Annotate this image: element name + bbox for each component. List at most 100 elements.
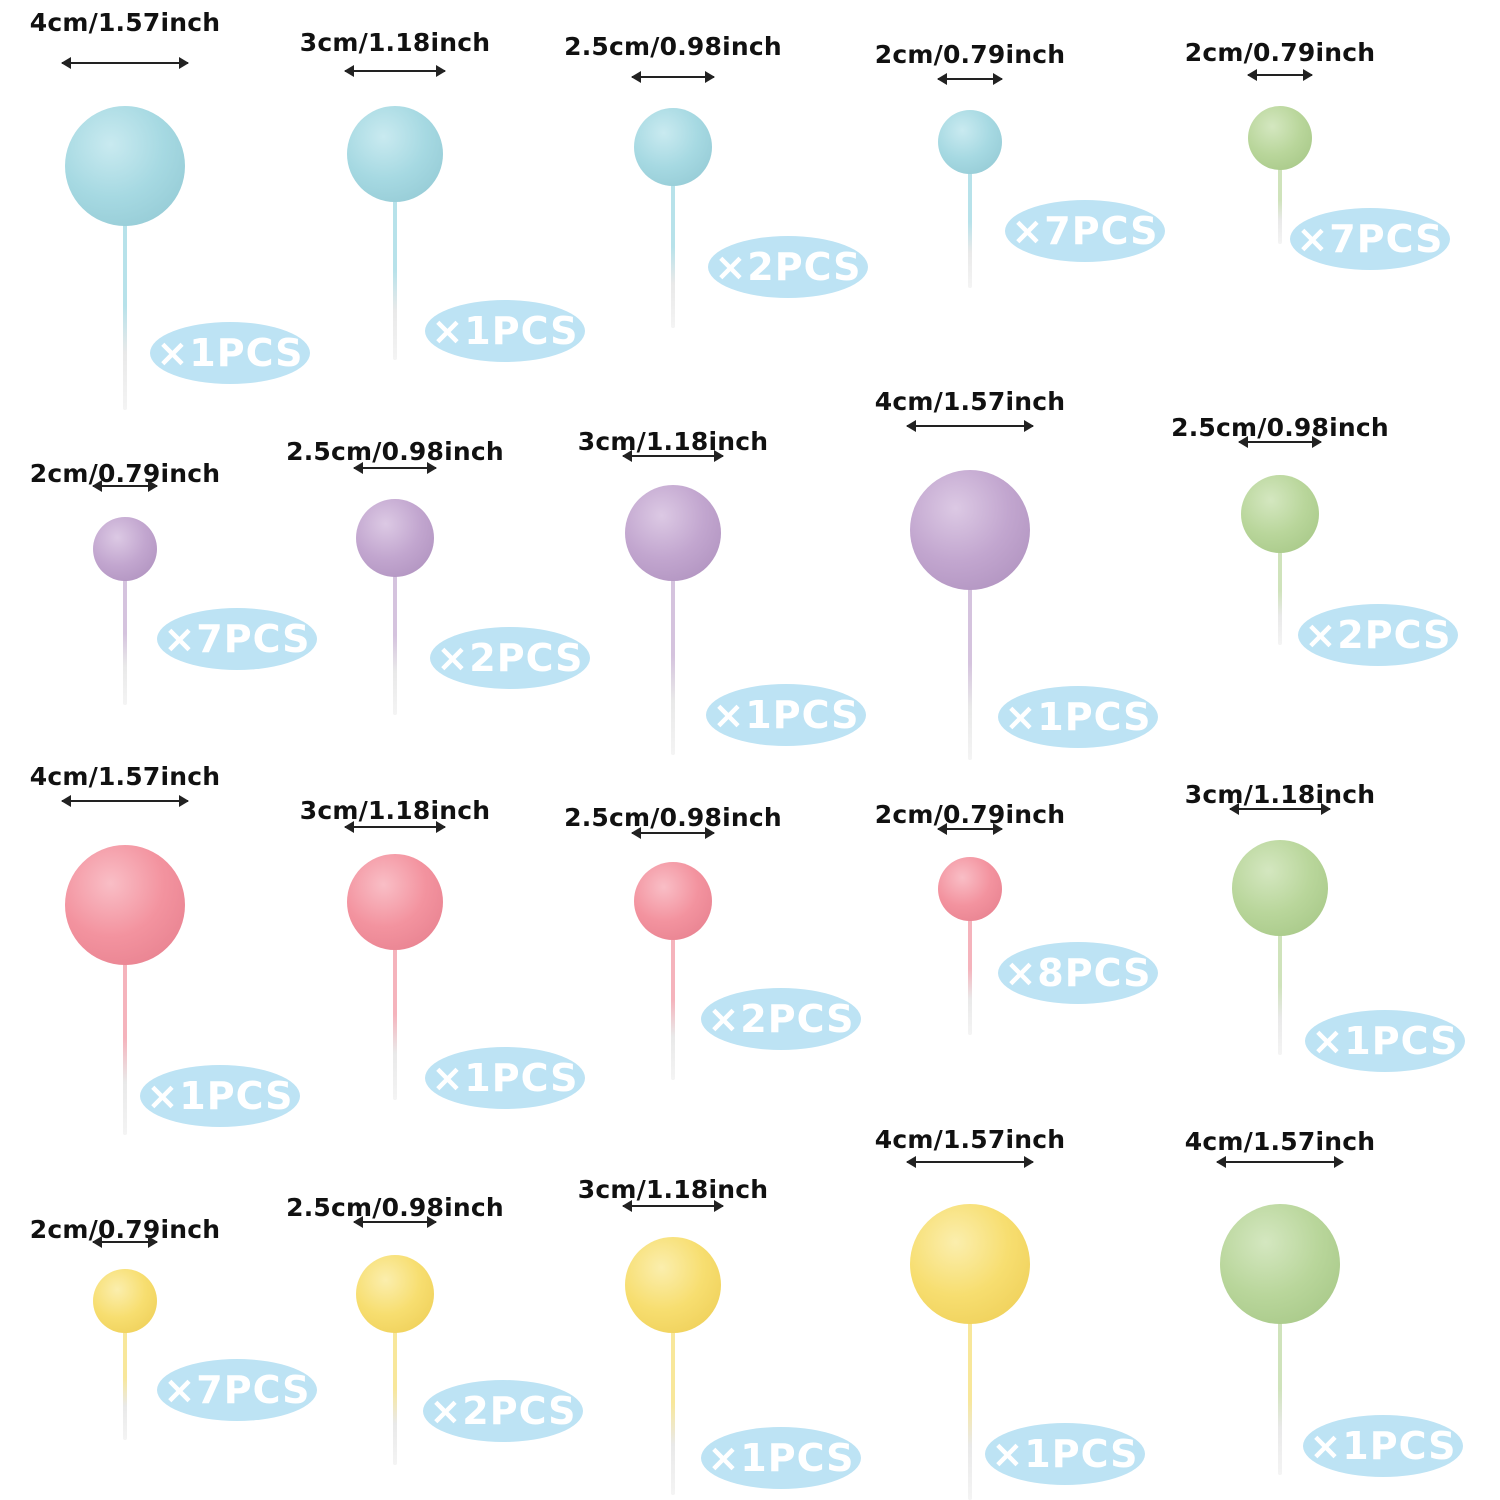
balloon-item: 3cm/1.18inch ×1PCS xyxy=(548,1125,861,1500)
balloon-stick xyxy=(968,1318,972,1500)
double-arrow-icon xyxy=(353,1216,437,1228)
green-ball xyxy=(1241,475,1319,553)
size-label: 2cm/0.79inch xyxy=(29,1215,221,1244)
green-ball xyxy=(1220,1204,1340,1324)
balloon-item: 2.5cm/0.98inch ×2PCS xyxy=(270,1125,583,1500)
purple-ball xyxy=(93,517,157,581)
balloon-stick xyxy=(968,168,972,288)
double-arrow-icon xyxy=(622,1200,724,1212)
double-arrow-icon xyxy=(1247,69,1313,81)
double-arrow-icon xyxy=(937,823,1003,835)
purple-ball xyxy=(625,485,721,581)
balloon-item: 4cm/1.57inch ×1PCS xyxy=(1155,1125,1463,1500)
size-label: 4cm/1.57inch xyxy=(874,1125,1066,1154)
balloon-stick xyxy=(671,575,675,755)
balloon-stick xyxy=(393,196,397,360)
size-label: 3cm/1.18inch xyxy=(577,427,769,456)
quantity-badge: ×8PCS xyxy=(998,942,1158,1004)
quantity-badge: ×1PCS xyxy=(425,1047,585,1109)
size-label: 2cm/0.79inch xyxy=(1184,38,1376,67)
quantity-badge: ×7PCS xyxy=(157,1359,317,1421)
double-arrow-icon xyxy=(92,480,158,492)
yellow-ball xyxy=(625,1237,721,1333)
size-label: 3cm/1.18inch xyxy=(299,28,491,57)
balloon-stick xyxy=(393,571,397,715)
quantity-badge: ×1PCS xyxy=(701,1427,861,1489)
balloon-item: 2.5cm/0.98inch ×2PCS xyxy=(548,0,868,375)
double-arrow-icon xyxy=(61,57,189,69)
balloon-item: 4cm/1.57inch ×1PCS xyxy=(845,1125,1145,1500)
purple-ball xyxy=(356,499,434,577)
quantity-badge: ×1PCS xyxy=(425,300,585,362)
balloon-stick xyxy=(123,959,127,1135)
balloon-item: 4cm/1.57inch ×1PCS xyxy=(845,375,1158,760)
balloon-stick xyxy=(123,1327,127,1440)
double-arrow-icon xyxy=(631,71,715,83)
size-label: 3cm/1.18inch xyxy=(1184,780,1376,809)
balloon-stick xyxy=(671,934,675,1080)
blue-ball xyxy=(634,108,712,186)
balloon-stick xyxy=(671,180,675,328)
balloon-stick xyxy=(123,575,127,705)
balloon-item: 2.5cm/0.98inch ×2PCS xyxy=(1155,375,1458,750)
size-label: 3cm/1.18inch xyxy=(299,796,491,825)
double-arrow-icon xyxy=(344,65,446,77)
size-label: 2cm/0.79inch xyxy=(29,459,221,488)
balloon-stick xyxy=(1278,930,1282,1055)
blue-ball xyxy=(938,110,1002,174)
pink-ball xyxy=(634,862,712,940)
quantity-badge: ×1PCS xyxy=(706,684,866,746)
balloon-item: 2cm/0.79inch ×7PCS xyxy=(0,1125,317,1500)
size-label: 2.5cm/0.98inch xyxy=(564,32,782,61)
balloon-stick xyxy=(1278,1318,1282,1475)
balloon-stick xyxy=(968,584,972,760)
quantity-badge: ×2PCS xyxy=(423,1380,583,1442)
double-arrow-icon xyxy=(344,821,446,833)
quantity-badge: ×1PCS xyxy=(985,1423,1145,1485)
green-ball xyxy=(1232,840,1328,936)
size-label: 4cm/1.57inch xyxy=(1184,1127,1376,1156)
double-arrow-icon xyxy=(906,1156,1034,1168)
balloon-stick xyxy=(968,915,972,1035)
quantity-badge: ×7PCS xyxy=(1290,208,1450,270)
yellow-ball xyxy=(356,1255,434,1333)
quantity-badge: ×2PCS xyxy=(1298,604,1458,666)
quantity-badge: ×2PCS xyxy=(701,988,861,1050)
size-label: 2cm/0.79inch xyxy=(874,800,1066,829)
pink-ball xyxy=(347,854,443,950)
size-label: 2cm/0.79inch xyxy=(874,40,1066,69)
yellow-ball xyxy=(910,1204,1030,1324)
green-ball xyxy=(1248,106,1312,170)
balloon-item: 3cm/1.18inch ×1PCS xyxy=(548,375,866,755)
purple-ball xyxy=(910,470,1030,590)
double-arrow-icon xyxy=(353,462,437,474)
size-label: 2.5cm/0.98inch xyxy=(564,803,782,832)
balloon-item: 3cm/1.18inch ×1PCS xyxy=(1155,750,1465,1125)
quantity-badge: ×1PCS xyxy=(140,1065,300,1127)
double-arrow-icon xyxy=(631,827,715,839)
size-label: 2.5cm/0.98inch xyxy=(286,1193,504,1222)
double-arrow-icon xyxy=(1238,436,1322,448)
size-label: 2.5cm/0.98inch xyxy=(286,437,504,466)
double-arrow-icon xyxy=(906,420,1034,432)
size-label: 3cm/1.18inch xyxy=(577,1175,769,1204)
size-label: 4cm/1.57inch xyxy=(874,387,1066,416)
blue-ball xyxy=(347,106,443,202)
size-label: 2.5cm/0.98inch xyxy=(1171,413,1389,442)
balloon-item: 3cm/1.18inch ×1PCS xyxy=(270,750,585,1125)
quantity-badge: ×1PCS xyxy=(998,686,1158,748)
balloon-item: 2cm/0.79inch ×7PCS xyxy=(845,0,1165,375)
balloon-stick xyxy=(671,1327,675,1495)
size-label: 4cm/1.57inch xyxy=(29,8,221,37)
quantity-badge: ×1PCS xyxy=(150,322,310,384)
yellow-ball xyxy=(93,1269,157,1333)
size-label: 4cm/1.57inch xyxy=(29,762,221,791)
double-arrow-icon xyxy=(1216,1156,1344,1168)
balloon-stick xyxy=(393,1327,397,1465)
quantity-badge: ×7PCS xyxy=(1005,200,1165,262)
balloon-item: 2cm/0.79inch ×7PCS xyxy=(0,375,317,750)
quantity-badge: ×7PCS xyxy=(157,608,317,670)
quantity-badge: ×2PCS xyxy=(708,236,868,298)
balloon-item: 2cm/0.79inch ×7PCS xyxy=(1155,0,1455,375)
balloon-item: 3cm/1.18inch ×1PCS xyxy=(270,0,585,375)
